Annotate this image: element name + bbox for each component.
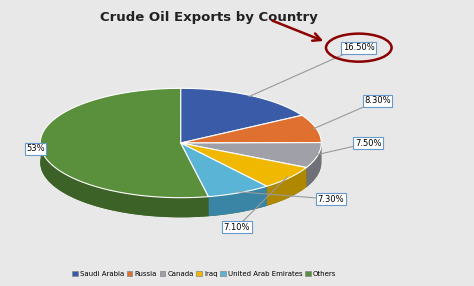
Polygon shape (181, 143, 306, 186)
Text: 53%: 53% (26, 144, 45, 153)
Text: 7.30%: 7.30% (318, 194, 344, 204)
Text: 7.10%: 7.10% (224, 223, 250, 232)
Legend: Saudi Arabia, Russia, Canada, Iraq, United Arab Emirates, Others: Saudi Arabia, Russia, Canada, Iraq, Unit… (69, 268, 339, 280)
Polygon shape (181, 143, 267, 196)
Ellipse shape (40, 108, 321, 217)
Text: 16.50%: 16.50% (343, 43, 374, 52)
Text: Crude Oil Exports by Country: Crude Oil Exports by Country (100, 11, 318, 24)
Polygon shape (40, 139, 209, 217)
Text: 7.50%: 7.50% (355, 138, 382, 148)
Polygon shape (209, 186, 267, 216)
Polygon shape (306, 142, 321, 187)
Polygon shape (181, 88, 302, 143)
Polygon shape (40, 88, 209, 198)
Polygon shape (181, 115, 321, 143)
Polygon shape (181, 142, 321, 168)
Polygon shape (267, 168, 306, 206)
Text: 8.30%: 8.30% (364, 96, 391, 106)
